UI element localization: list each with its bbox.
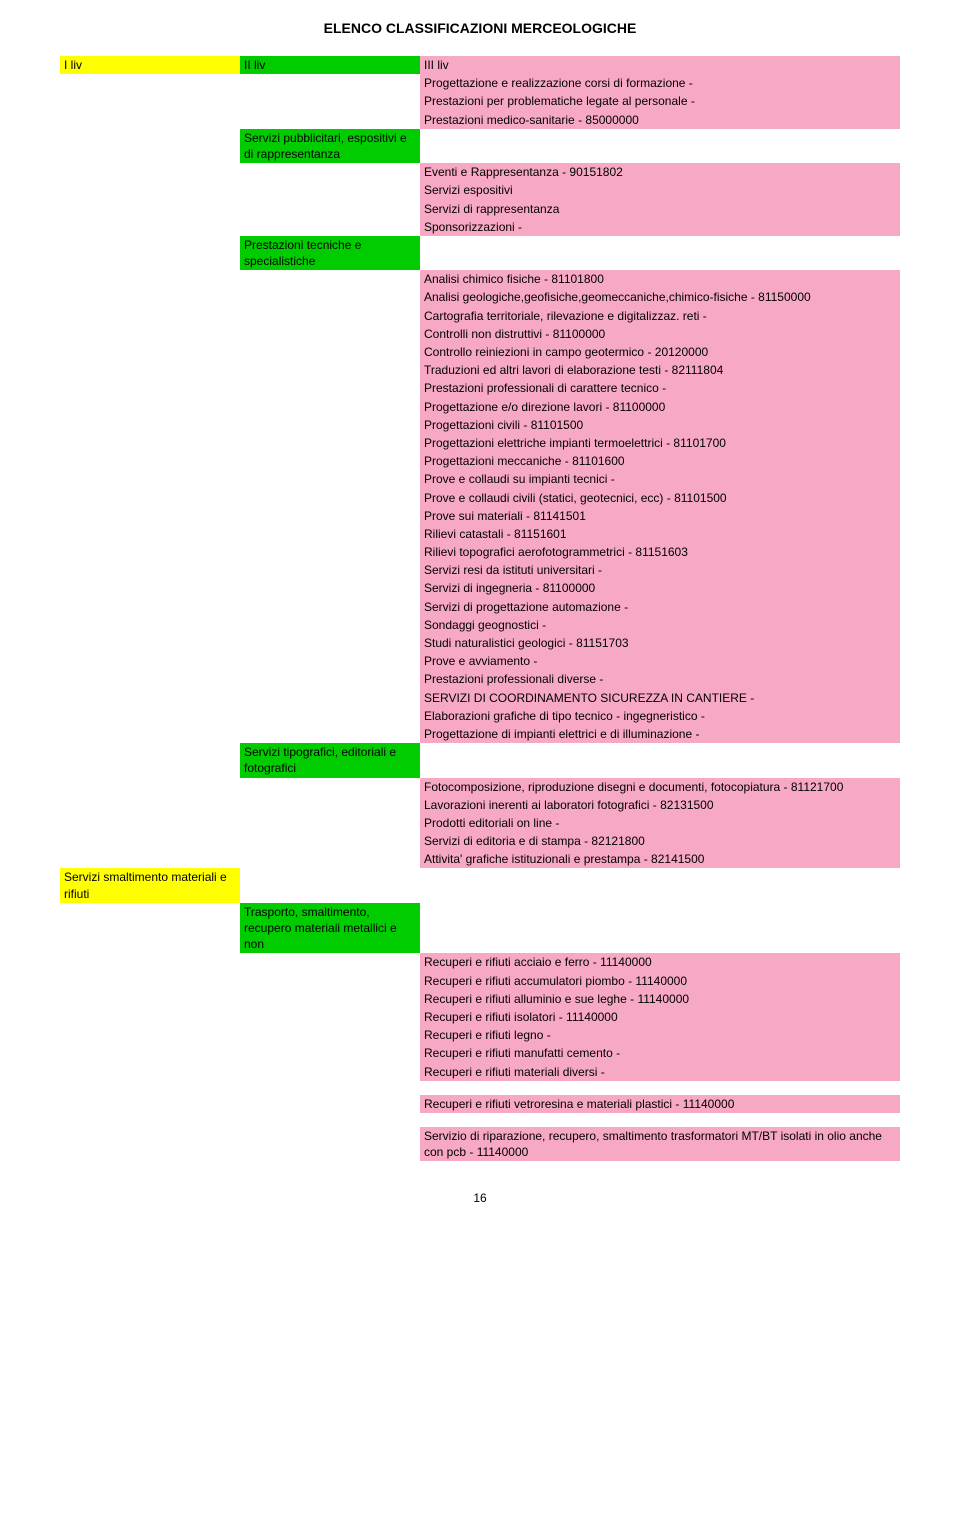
item: Prove e collaudi su impianti tecnici - xyxy=(420,470,900,488)
item: Servizi di rappresentanza xyxy=(420,200,900,218)
item: Rilievi catastali - 81151601 xyxy=(420,525,900,543)
item: Rilievi topografici aerofotogrammetrici … xyxy=(420,543,900,561)
item: Progettazioni elettriche impianti termoe… xyxy=(420,434,900,452)
header-col2: II liv xyxy=(240,56,420,74)
item: Progettazione e realizzazione corsi di f… xyxy=(420,74,900,92)
item: Progettazioni civili - 81101500 xyxy=(420,416,900,434)
item: Recuperi e rifiuti materiali diversi - xyxy=(420,1063,900,1081)
item: Prestazioni per problematiche legate al … xyxy=(420,92,900,110)
header-col1: I liv xyxy=(60,56,240,74)
item: Servizi di editoria e di stampa - 821218… xyxy=(420,832,900,850)
item: Recuperi e rifiuti accumulatori piombo -… xyxy=(420,972,900,990)
item: Attivita' grafiche istituzionali e prest… xyxy=(420,850,900,868)
item: Prove sui materiali - 81141501 xyxy=(420,507,900,525)
classification-table: I liv II liv III liv Progettazione e rea… xyxy=(60,56,900,1161)
item: Controllo reiniezioni in campo geotermic… xyxy=(420,343,900,361)
item: Servizi di ingegneria - 81100000 xyxy=(420,579,900,597)
item: Servizio di riparazione, recupero, smalt… xyxy=(420,1127,900,1161)
page-number: 16 xyxy=(60,1191,900,1205)
item: Progettazione e/o direzione lavori - 811… xyxy=(420,398,900,416)
item: Prestazioni professionali di carattere t… xyxy=(420,379,900,397)
item: Studi naturalistici geologici - 81151703 xyxy=(420,634,900,652)
item: Servizi di progettazione automazione - xyxy=(420,598,900,616)
item: Analisi geologiche,geofisiche,geomeccani… xyxy=(420,288,900,306)
item: Analisi chimico fisiche - 81101800 xyxy=(420,270,900,288)
item: Recuperi e rifiuti alluminio e sue leghe… xyxy=(420,990,900,1008)
item: Progettazioni meccaniche - 81101600 xyxy=(420,452,900,470)
item: Controlli non distruttivi - 81100000 xyxy=(420,325,900,343)
item: Fotocomposizione, riproduzione disegni e… xyxy=(420,778,900,796)
category-servizi-smaltimento: Servizi smaltimento materiali e rifiuti xyxy=(60,868,240,902)
item: Prove e collaudi civili (statici, geotec… xyxy=(420,489,900,507)
item: Prestazioni medico-sanitarie - 85000000 xyxy=(420,111,900,129)
item: Prestazioni professionali diverse - xyxy=(420,670,900,688)
item: Traduzioni ed altri lavori di elaborazio… xyxy=(420,361,900,379)
item: SERVIZI DI COORDINAMENTO SICUREZZA IN CA… xyxy=(420,689,900,707)
category-trasporto-smaltimento: Trasporto, smaltimento, recupero materia… xyxy=(240,903,420,954)
page: ELENCO CLASSIFICAZIONI MERCEOLOGICHE I l… xyxy=(0,0,960,1245)
item: Recuperi e rifiuti manufatti cemento - xyxy=(420,1044,900,1062)
item: Sondaggi geognostici - xyxy=(420,616,900,634)
item: Servizi espositivi xyxy=(420,181,900,199)
item: Eventi e Rappresentanza - 90151802 xyxy=(420,163,900,181)
item: Progettazione di impianti elettrici e di… xyxy=(420,725,900,743)
item: Servizi resi da istituti universitari - xyxy=(420,561,900,579)
item: Prove e avviamento - xyxy=(420,652,900,670)
item: Recuperi e rifiuti isolatori - 11140000 xyxy=(420,1008,900,1026)
category-servizi-tipografici: Servizi tipografici, editoriali e fotogr… xyxy=(240,743,420,777)
item: Recuperi e rifiuti vetroresina e materia… xyxy=(420,1095,900,1113)
item: Elaborazioni grafiche di tipo tecnico - … xyxy=(420,707,900,725)
item: Sponsorizzazioni - xyxy=(420,218,900,236)
item: Cartografia territoriale, rilevazione e … xyxy=(420,307,900,325)
category-servizi-pubblicitari: Servizi pubblicitari, espositivi e di ra… xyxy=(240,129,420,163)
header-col3: III liv xyxy=(420,56,900,74)
document-title: ELENCO CLASSIFICAZIONI MERCEOLOGICHE xyxy=(60,20,900,36)
item: Recuperi e rifiuti legno - xyxy=(420,1026,900,1044)
item: Prodotti editoriali on line - xyxy=(420,814,900,832)
category-prestazioni-tecniche: Prestazioni tecniche e specialistiche xyxy=(240,236,420,270)
item: Recuperi e rifiuti acciaio e ferro - 111… xyxy=(420,953,900,971)
header-row: I liv II liv III liv xyxy=(60,56,900,74)
item: Lavorazioni inerenti ai laboratori fotog… xyxy=(420,796,900,814)
